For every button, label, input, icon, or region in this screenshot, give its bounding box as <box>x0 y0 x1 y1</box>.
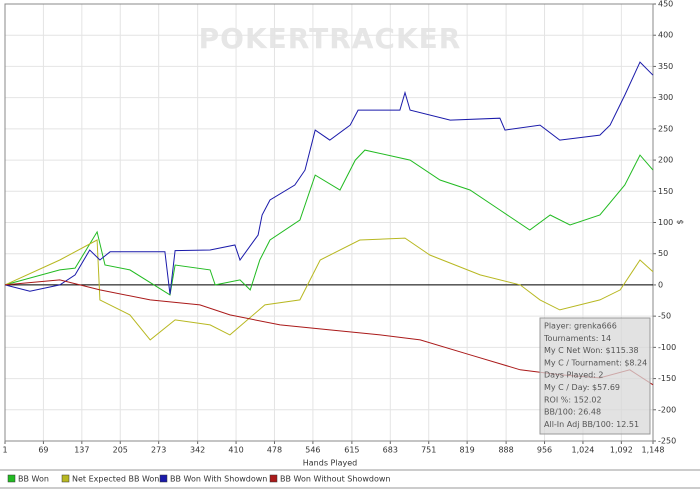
stats-line: BB/100: 26.48 <box>544 408 601 417</box>
y-tick-label: 200 <box>658 156 673 165</box>
stats-line: My C / Tournament: $8.24 <box>544 358 647 367</box>
series-line <box>4 149 654 296</box>
legend-label: BB Won <box>18 475 49 484</box>
stats-line: My C Net Won: $115.38 <box>544 346 639 355</box>
series-line <box>4 237 654 341</box>
x-tick-label: 1,092 <box>610 446 633 455</box>
legend-swatch <box>61 474 70 483</box>
legend-label: BB Won With Showdown <box>170 475 267 484</box>
y-tick-label: 400 <box>658 31 673 40</box>
y-tick-label: -50 <box>658 312 671 321</box>
x-tick-label: 819 <box>459 446 474 455</box>
x-axis-label: Hands Played <box>303 459 357 468</box>
legend-swatch <box>269 474 278 483</box>
x-tick-label: 615 <box>344 446 359 455</box>
x-tick-label: 956 <box>537 446 552 455</box>
stats-line: Player: grenka666 <box>544 322 617 331</box>
x-tick-label: 683 <box>383 446 398 455</box>
y-tick-label: 350 <box>658 62 673 71</box>
x-tick-label: 888 <box>498 446 513 455</box>
x-tick-label: 546 <box>305 446 320 455</box>
y-tick-label: 450 <box>658 0 673 9</box>
x-tick-label: 273 <box>151 446 166 455</box>
stats-line: Tournaments: 14 <box>543 334 611 343</box>
y-tick-label: 150 <box>658 187 673 196</box>
x-tick-label: 342 <box>190 446 205 455</box>
x-tick-label: 205 <box>113 446 128 455</box>
legend-swatch <box>159 474 168 483</box>
y-tick-label: -250 <box>658 437 676 446</box>
x-tick-label: 1,148 <box>642 446 665 455</box>
stats-box <box>539 317 651 435</box>
y-tick-label: 250 <box>658 124 673 133</box>
y-tick-label: -100 <box>658 343 676 352</box>
x-tick-label: 410 <box>228 446 243 455</box>
legend-swatch <box>7 474 16 483</box>
stats-line: All-In Adj BB/100: 12.51 <box>544 420 639 429</box>
stats-line: My C / Day: $57.69 <box>544 383 620 392</box>
y-tick-label: 0 <box>658 280 663 289</box>
x-tick-label: 69 <box>38 446 48 455</box>
x-tick-label: 1,024 <box>571 446 594 455</box>
x-tick-label: 478 <box>267 446 282 455</box>
y-axis-label: $ <box>676 219 685 224</box>
legend-label: Net Expected BB Won <box>72 475 159 484</box>
y-tick-label: -200 <box>658 405 676 414</box>
y-tick-label: -150 <box>658 374 676 383</box>
stats-line: Days Played: 2 <box>544 371 604 380</box>
legend-label: BB Won Without Showdown <box>280 475 390 484</box>
plot-frame <box>4 3 654 442</box>
x-tick-label: 1 <box>2 446 7 455</box>
x-tick-label: 751 <box>421 446 436 455</box>
x-tick-label: 137 <box>74 446 89 455</box>
y-tick-label: 100 <box>658 218 673 227</box>
y-tick-label: 300 <box>658 93 673 102</box>
watermark: POKERTRACKER <box>199 22 462 55</box>
stats-line: ROI %: 152.02 <box>544 395 602 404</box>
y-tick-label: 50 <box>658 249 668 258</box>
series-line <box>4 61 654 295</box>
